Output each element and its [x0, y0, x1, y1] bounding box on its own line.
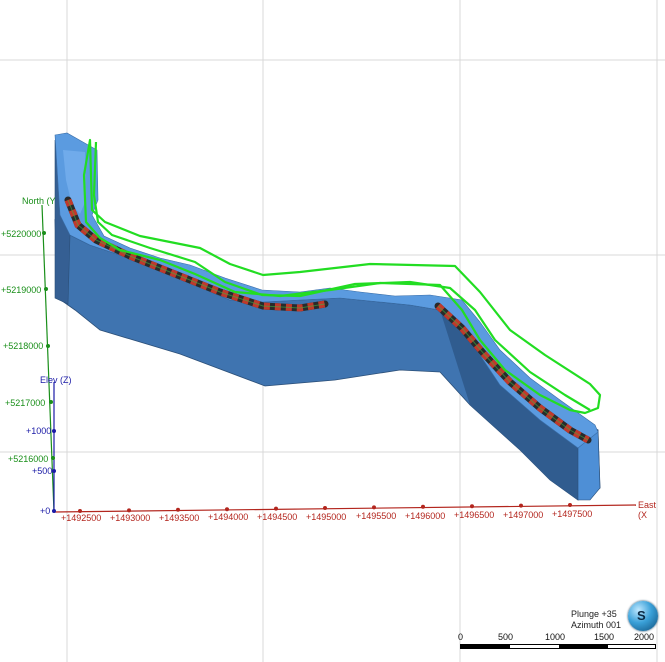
- north-tick-marker: [46, 344, 50, 348]
- scale-bar: [460, 644, 656, 649]
- scale-label: 1500: [594, 632, 615, 642]
- north-tick-marker: [44, 287, 48, 291]
- outer-boundary: [82, 138, 602, 415]
- elev-tick-marker: [52, 509, 56, 513]
- east-tick-label: +1497500: [552, 509, 593, 519]
- north-axis-ticks: [42, 231, 55, 460]
- east-tick-label: +1495000: [306, 512, 347, 522]
- orientation-glyph: S: [637, 608, 646, 623]
- elev-tick-label: +1000: [26, 426, 52, 436]
- elev-axis-label: Elev (Z): [40, 375, 72, 385]
- east-axis: [53, 504, 637, 513]
- elev-tick-marker: [52, 469, 56, 473]
- east-tick-marker: [323, 506, 327, 510]
- east-tick-marker: [127, 508, 131, 513]
- east-tick-marker: [519, 503, 523, 508]
- north-tick-label: +5220000: [1, 229, 42, 239]
- east-tick-marker: [78, 509, 82, 513]
- north-tick-marker: [49, 400, 53, 404]
- east-axis-label: East (X: [638, 500, 657, 520]
- east-axis-ticks: [78, 503, 572, 513]
- solid-top-highlight: [63, 150, 86, 214]
- east-tick-label: +1493500: [159, 513, 200, 523]
- north-tick-marker: [51, 456, 55, 460]
- elev-tick-label: +0: [40, 506, 51, 516]
- east-tick-marker: [274, 506, 278, 511]
- orientation-globe-icon[interactable]: S: [628, 601, 658, 631]
- elev-axis-ticks: [52, 429, 56, 513]
- east-tick-marker: [470, 504, 474, 509]
- scale-segment: [559, 645, 608, 648]
- east-tick-label: +1492500: [61, 513, 102, 523]
- elev-tick-marker: [52, 429, 56, 433]
- scale-label: 2000: [634, 632, 655, 642]
- solid-side-shade: [440, 310, 578, 500]
- scale-segment: [461, 645, 510, 648]
- east-tick-marker: [421, 504, 425, 509]
- north-tick-label: +5216000: [8, 454, 49, 464]
- north-tick-marker: [42, 231, 46, 235]
- north-tick-label: +5218000: [3, 341, 44, 351]
- north-tick-label: +5217000: [5, 398, 46, 408]
- east-tick-label: +1495500: [356, 511, 397, 521]
- north-axis: [41, 204, 55, 513]
- orebody-solid[interactable]: [54, 132, 601, 501]
- east-tick-label: +1493000: [110, 513, 151, 523]
- scale-label: 500: [498, 632, 514, 642]
- east-tick-marker: [372, 505, 376, 510]
- east-tick-marker: [568, 503, 572, 507]
- inner-boundary: [92, 141, 591, 411]
- ore-seam: [64, 196, 592, 444]
- east-tick-label: +1496000: [405, 511, 446, 521]
- scale-label: 1000: [545, 632, 566, 642]
- north-axis-label: North (Y: [22, 196, 56, 206]
- azimuth-label: Azimuth 001: [571, 620, 622, 630]
- east-tick-label: +1494500: [257, 512, 298, 522]
- boundary-outline[interactable]: [82, 138, 602, 415]
- east-tick-marker: [225, 507, 229, 512]
- elev-tick-label: +500: [32, 466, 53, 476]
- north-tick-label: +5219000: [1, 285, 42, 295]
- east-tick-marker: [176, 507, 180, 512]
- east-tick-label: +1494000: [208, 512, 249, 522]
- scale-label: 0: [458, 632, 464, 642]
- east-tick-label: +1496500: [454, 510, 495, 520]
- east-tick-label: +1497000: [503, 510, 544, 520]
- plunge-label: Plunge +35: [571, 609, 617, 619]
